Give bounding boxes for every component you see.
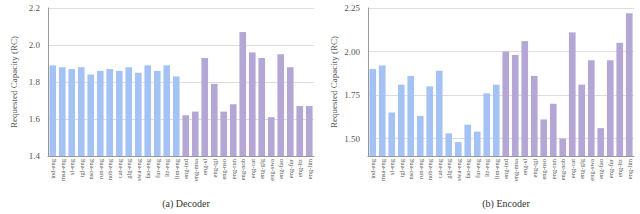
svg-text:Requested Capacity (RC): Requested Capacity (RC) xyxy=(329,36,339,128)
svg-text:eng-nso: eng-nso xyxy=(540,159,547,180)
svg-text:sl-eng: sl-eng xyxy=(388,158,395,175)
svg-text:eng-msa: eng-msa xyxy=(192,159,199,181)
svg-text:1.4: 1.4 xyxy=(29,151,41,161)
svg-text:ltz-eng: ltz-eng xyxy=(483,158,490,177)
svg-text:nob-eng: nob-eng xyxy=(106,158,113,180)
svg-text:fao-eng: fao-eng xyxy=(464,158,471,179)
svg-text:eng-fao: eng-fao xyxy=(277,159,284,179)
svg-text:2.00: 2.00 xyxy=(344,47,360,57)
svg-text:(a) Decoder: (a) Decoder xyxy=(162,198,210,210)
svg-text:ind-eng: ind-eng xyxy=(49,158,56,179)
svg-text:eng-cat: eng-cat xyxy=(569,159,576,178)
svg-text:eng-ind: eng-ind xyxy=(502,158,509,179)
svg-text:glg-eng: glg-eng xyxy=(125,158,132,179)
svg-text:run-eng: run-eng xyxy=(417,158,424,179)
svg-text:eng-sl: eng-sl xyxy=(521,159,528,175)
svg-text:1.50: 1.50 xyxy=(344,134,360,144)
svg-text:lim-eng: lim-eng xyxy=(173,158,180,179)
svg-text:eng-nob: eng-nob xyxy=(239,159,246,180)
svg-text:eng-ltz: eng-ltz xyxy=(296,159,303,177)
svg-text:sl-eng: sl-eng xyxy=(68,158,75,175)
svg-text:tgl-eng: tgl-eng xyxy=(398,158,405,177)
svg-text:eng-sl: eng-sl xyxy=(201,159,208,175)
svg-text:eng-run: eng-run xyxy=(230,158,237,179)
svg-text:eng-nob: eng-nob xyxy=(559,159,566,180)
svg-text:eng-glg: eng-glg xyxy=(258,158,265,179)
svg-text:2.2: 2.2 xyxy=(29,3,40,13)
svg-text:2.0: 2.0 xyxy=(29,40,41,50)
svg-text:glg-eng: glg-eng xyxy=(445,158,452,179)
svg-text:eng-fur: eng-fur xyxy=(287,158,294,178)
svg-text:nso-eng: nso-eng xyxy=(407,158,414,179)
svg-text:1.75: 1.75 xyxy=(344,90,360,100)
svg-text:eng-lim: eng-lim xyxy=(626,159,633,179)
svg-text:lim-eng: lim-eng xyxy=(493,158,500,179)
svg-text:eng-msa: eng-msa xyxy=(512,159,519,181)
svg-text:cat-eng: cat-eng xyxy=(116,158,123,178)
svg-text:fur-eng: fur-eng xyxy=(474,158,481,178)
svg-text:eng-ltz: eng-ltz xyxy=(616,159,623,177)
svg-text:eng-fur: eng-fur xyxy=(607,158,614,178)
svg-text:run-eng: run-eng xyxy=(97,158,104,179)
svg-text:eng-glg: eng-glg xyxy=(578,158,585,179)
svg-text:eng-tgl: eng-tgl xyxy=(211,159,218,178)
svg-text:cat-eng: cat-eng xyxy=(436,158,443,178)
svg-text:msa-eng: msa-eng xyxy=(379,158,386,181)
svg-text:swa-eng: swa-eng xyxy=(455,158,462,180)
svg-text:(b) Encoder: (b) Encoder xyxy=(482,198,530,210)
svg-text:eng-tgl: eng-tgl xyxy=(531,159,538,178)
svg-text:eng-swa: eng-swa xyxy=(588,159,595,181)
svg-text:eng-lim: eng-lim xyxy=(306,159,313,179)
svg-text:msa-eng: msa-eng xyxy=(59,158,66,181)
svg-text:tgl-eng: tgl-eng xyxy=(78,158,85,177)
svg-text:1.6: 1.6 xyxy=(29,114,41,124)
svg-text:fur-eng: fur-eng xyxy=(154,158,161,178)
svg-text:eng-cat: eng-cat xyxy=(249,159,256,178)
svg-text:1.8: 1.8 xyxy=(29,77,41,87)
svg-text:eng-nso: eng-nso xyxy=(220,159,227,180)
svg-text:fao-eng: fao-eng xyxy=(144,158,151,179)
svg-text:eng-ind: eng-ind xyxy=(182,158,189,179)
svg-text:ind-eng: ind-eng xyxy=(369,158,376,179)
svg-text:Requested Capacity (RC): Requested Capacity (RC) xyxy=(9,36,19,128)
svg-text:eng-swa: eng-swa xyxy=(268,159,275,181)
svg-text:2.25: 2.25 xyxy=(344,3,360,13)
svg-text:nob-eng: nob-eng xyxy=(426,158,433,180)
svg-text:eng-run: eng-run xyxy=(550,158,557,179)
svg-text:nso-eng: nso-eng xyxy=(87,158,94,179)
svg-text:ltz-eng: ltz-eng xyxy=(163,158,170,177)
svg-text:swa-eng: swa-eng xyxy=(135,158,142,180)
svg-text:eng-fao: eng-fao xyxy=(597,159,604,179)
